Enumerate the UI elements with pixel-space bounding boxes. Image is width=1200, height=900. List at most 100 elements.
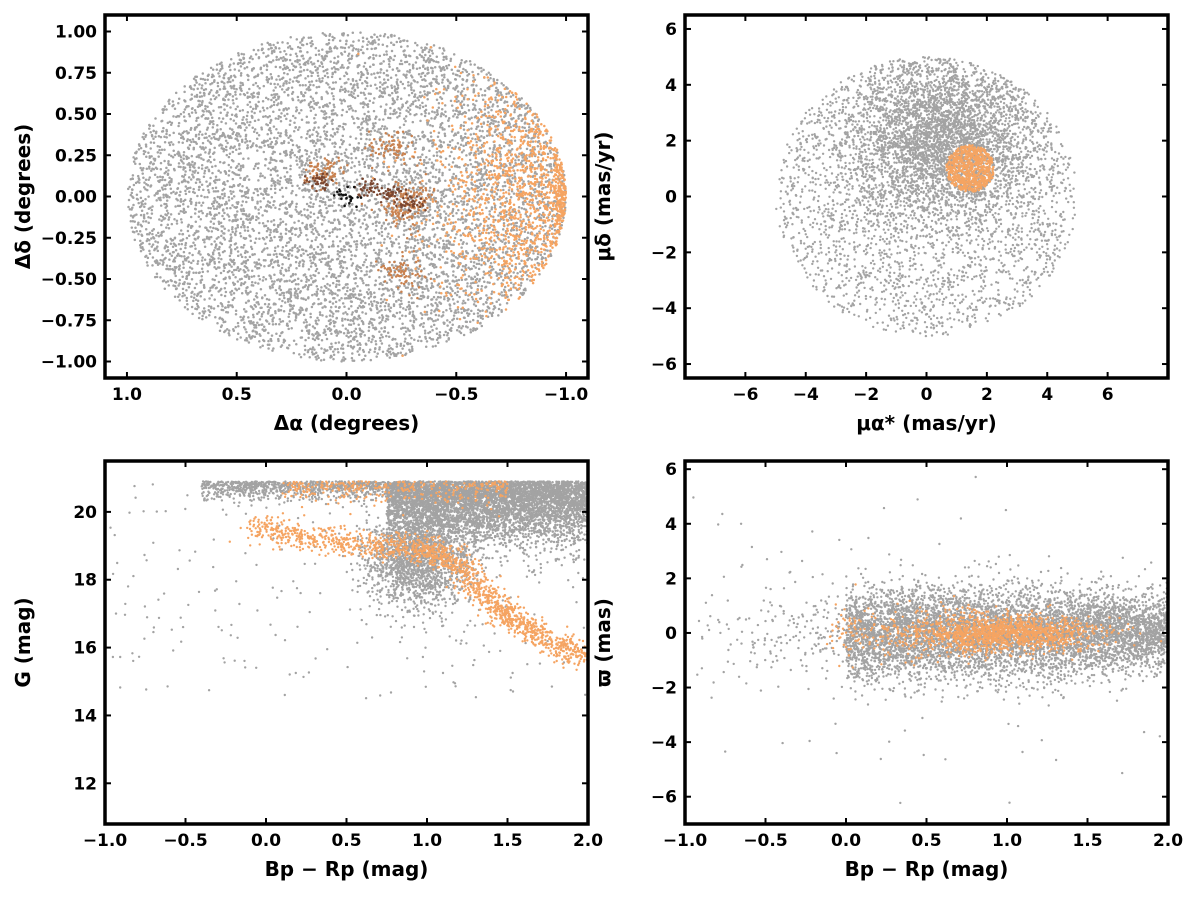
sky-field-point: [265, 236, 268, 239]
sky-field-point: [196, 171, 200, 175]
sky-field-point: [160, 234, 163, 237]
sky-field-point: [427, 257, 431, 260]
sky-field-point: [413, 280, 416, 283]
sky-field-point: [358, 342, 361, 345]
sky-field-point: [236, 202, 239, 206]
sky-field-point: [445, 64, 448, 68]
sky-field-point: [308, 158, 311, 162]
sky-field-point: [311, 133, 314, 136]
sky-field-point: [383, 87, 387, 90]
sky-field-point: [521, 159, 524, 163]
sky-field-point: [316, 132, 320, 135]
sky-field-point: [169, 213, 173, 216]
sky-field-point: [130, 188, 134, 191]
sky-field-point: [214, 315, 217, 319]
sky-field-point: [325, 43, 328, 46]
sky-field-point: [155, 272, 159, 276]
sky-field-point: [320, 347, 323, 350]
sky-field-point: [345, 155, 348, 158]
sky-field-point: [366, 225, 370, 228]
sky-field-point: [270, 46, 273, 50]
sky-field-point: [479, 139, 482, 142]
sky-field-point: [156, 145, 160, 148]
sky-field-point: [273, 235, 276, 239]
sky-field-point: [281, 220, 285, 223]
sky-field-point: [380, 147, 384, 150]
sky-field-point: [266, 200, 270, 203]
sky-field-point: [270, 77, 274, 80]
sky-field-point: [392, 58, 395, 62]
sky-field-point: [436, 304, 439, 308]
sky-field-point: [367, 283, 370, 287]
sky-field-point: [465, 154, 468, 157]
sky-field-point: [388, 59, 391, 63]
sky-field-point: [437, 221, 441, 224]
sky-field-point: [399, 80, 403, 84]
sky-field-point: [188, 163, 192, 166]
sky-field-point: [238, 147, 241, 150]
sky-field-point: [195, 95, 199, 99]
sky-field-point: [258, 87, 261, 90]
sky-field-point: [310, 80, 314, 83]
sky-field-point: [341, 125, 345, 129]
sky-field-point: [279, 132, 283, 135]
sky-field-point: [279, 217, 282, 221]
sky-field-point: [243, 251, 247, 255]
sky-field-point: [432, 44, 436, 47]
sky-field-point: [311, 333, 314, 336]
sky-field-point: [248, 123, 251, 127]
sky-field-point: [487, 111, 490, 114]
sky-field-point: [328, 101, 332, 105]
sky-field-point: [293, 278, 297, 282]
sky-field-point: [404, 115, 408, 118]
sky-field-point: [364, 301, 367, 305]
sky-field-point: [527, 126, 531, 129]
sky-field-point: [367, 325, 371, 329]
sky-field-point: [292, 304, 295, 308]
sky-field-point: [365, 158, 368, 161]
sky-field-point: [326, 72, 329, 75]
sky-field-point: [252, 167, 256, 170]
sky-field-point: [196, 260, 200, 263]
sky-field-point: [438, 209, 441, 212]
sky-field-point: [360, 239, 364, 243]
sky-field-point: [356, 350, 359, 353]
sky-field-point: [275, 127, 278, 131]
sky-field-point: [302, 321, 306, 324]
sky-field-point: [451, 72, 455, 75]
sky-field-point: [433, 246, 437, 249]
sky-field-point: [477, 152, 480, 155]
sky-field-point: [424, 345, 428, 348]
sky-field-point: [253, 241, 257, 244]
sky-field-point: [366, 84, 369, 88]
sky-field-point: [212, 222, 216, 226]
sky-field-point: [456, 141, 460, 145]
sky-field-point: [328, 292, 332, 295]
sky-field-point: [385, 53, 389, 56]
sky-field-point: [410, 290, 414, 294]
sky-field-point: [220, 234, 223, 238]
sky-field-point: [459, 238, 463, 242]
sky-field-point: [364, 354, 367, 358]
sky-field-point: [346, 180, 349, 184]
sky-field-point: [527, 218, 530, 222]
sky-field-point: [269, 277, 273, 280]
sky-field-point: [302, 167, 305, 171]
sky-field-point: [329, 221, 333, 225]
sky-field-point: [257, 231, 261, 235]
sky-field-point: [268, 201, 272, 204]
sky-field-point: [391, 97, 394, 100]
sky-field-point: [233, 214, 236, 217]
sky-field-point: [378, 316, 381, 319]
sky-field-point: [182, 203, 185, 206]
sky-field-point: [293, 227, 297, 231]
sky-field-point: [236, 280, 240, 283]
sky-field-point: [443, 132, 447, 135]
sky-field-point: [170, 191, 173, 195]
sky-field-point: [249, 290, 252, 293]
sky-field-point: [388, 65, 391, 69]
sky-field-point: [223, 330, 226, 334]
sky-field-point: [466, 104, 470, 107]
sky-field-point: [510, 104, 513, 108]
sky-field-point: [500, 291, 503, 294]
